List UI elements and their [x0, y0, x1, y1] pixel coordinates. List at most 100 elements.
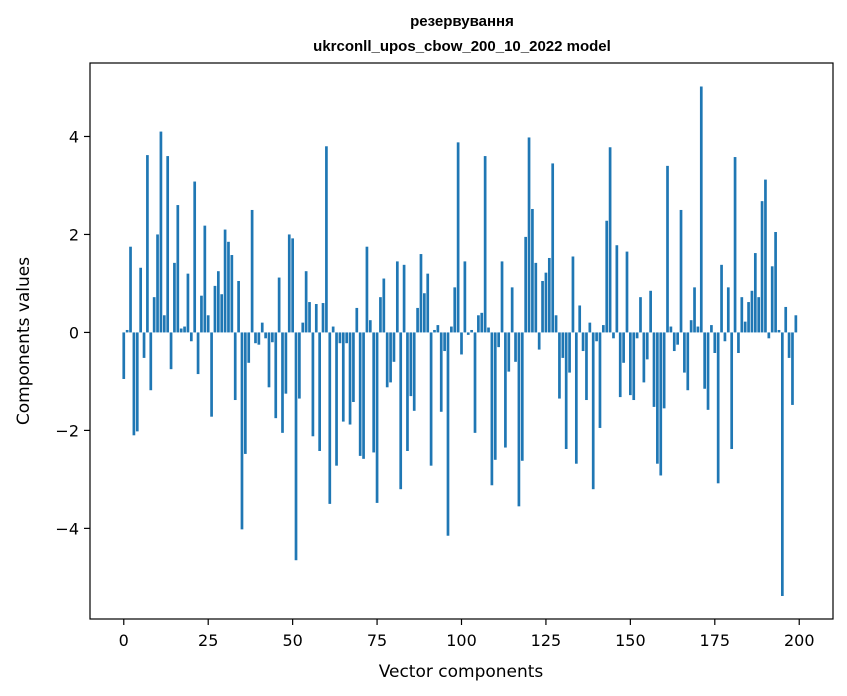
bar-component-176 — [716, 332, 720, 484]
bar-component-60 — [325, 146, 328, 333]
bar-component-58 — [318, 332, 321, 451]
bar-component-51 — [294, 332, 298, 561]
bar-component-140 — [595, 332, 598, 342]
bar-component-153 — [639, 297, 642, 333]
bar-component-19 — [186, 273, 190, 333]
bar-component-43 — [267, 332, 271, 388]
bar-component-160 — [662, 332, 666, 409]
bar-component-157 — [652, 332, 656, 407]
bar-component-104 — [473, 332, 477, 433]
bar-component-79 — [389, 332, 392, 383]
bar-component-165 — [679, 209, 683, 333]
bar-component-120 — [527, 137, 531, 333]
bar-component-196 — [784, 306, 788, 333]
bar-component-23 — [200, 295, 203, 333]
bar-component-36 — [244, 332, 247, 454]
bar-component-112 — [500, 261, 504, 333]
bar-component-158 — [656, 332, 659, 464]
bar-component-117 — [517, 332, 521, 507]
bar-component-141 — [598, 332, 602, 428]
bar-component-195 — [780, 332, 784, 596]
bar-component-24 — [203, 225, 207, 333]
bar-component-151 — [632, 332, 636, 401]
bar-component-152 — [635, 332, 639, 339]
bar-component-31 — [227, 241, 230, 333]
bar-component-80 — [392, 332, 396, 362]
bar-component-22 — [196, 332, 200, 375]
bar-component-50 — [291, 238, 294, 333]
bar-component-143 — [605, 220, 609, 333]
bar-component-61 — [328, 332, 332, 504]
bar-component-179 — [726, 287, 730, 333]
bar-component-98 — [453, 287, 457, 333]
bar-component-174 — [710, 325, 713, 333]
bar-component-66 — [345, 332, 349, 344]
bar-component-5 — [139, 267, 143, 333]
bar-component-129 — [558, 332, 561, 399]
bar-component-149 — [625, 251, 629, 333]
bar-component-101 — [463, 261, 467, 333]
bar-component-186 — [750, 290, 754, 333]
bar-component-148 — [622, 332, 625, 363]
bar-component-124 — [541, 280, 544, 333]
bar-component-189 — [760, 201, 764, 333]
bar-component-8 — [149, 332, 153, 391]
y-axis-label: Components values — [14, 257, 34, 425]
bar-component-93 — [436, 325, 440, 333]
bar-component-37 — [247, 332, 251, 363]
bar-component-29 — [220, 294, 224, 333]
bar-component-6 — [142, 332, 146, 358]
bar-component-146 — [615, 245, 619, 333]
bar-component-144 — [608, 147, 612, 333]
bar-component-55 — [308, 302, 311, 333]
y-axis-ticks: −4 −2 0 2 4 — [55, 127, 90, 538]
bar-component-7 — [146, 155, 149, 333]
x-tick-label: 125 — [531, 631, 562, 650]
bar-component-25 — [206, 315, 210, 333]
bars-group — [122, 86, 798, 596]
x-tick-label: 75 — [367, 631, 387, 650]
bar-component-185 — [747, 302, 750, 333]
bar-component-91 — [429, 332, 433, 466]
bar-component-197 — [787, 332, 791, 358]
bar-component-147 — [618, 332, 622, 398]
bar-component-1 — [125, 329, 129, 333]
bar-component-11 — [159, 131, 163, 333]
bar-component-77 — [382, 278, 386, 333]
bar-component-46 — [277, 277, 281, 333]
bar-component-3 — [132, 332, 136, 436]
bar-component-54 — [304, 271, 308, 333]
x-tick-label: 100 — [446, 631, 477, 650]
bar-component-198 — [791, 332, 794, 405]
bar-component-62 — [331, 326, 335, 333]
bar-component-145 — [612, 332, 615, 339]
x-tick-label: 200 — [784, 631, 815, 650]
bar-component-81 — [395, 261, 399, 333]
bar-component-162 — [669, 326, 673, 333]
bar-component-86 — [412, 332, 416, 411]
bar-component-193 — [774, 232, 777, 333]
y-tick-label: 4 — [69, 127, 79, 146]
bar-component-64 — [338, 332, 342, 344]
bar-component-105 — [477, 315, 480, 333]
bar-component-188 — [757, 297, 761, 333]
bar-component-121 — [531, 208, 534, 333]
x-tick-label: 175 — [700, 631, 731, 650]
bar-component-142 — [601, 325, 605, 333]
bar-component-13 — [166, 156, 170, 333]
bar-component-115 — [510, 287, 514, 333]
bar-component-100 — [460, 332, 463, 355]
bar-component-199 — [794, 315, 798, 333]
x-tick-label: 150 — [615, 631, 646, 650]
bar-component-67 — [348, 332, 352, 425]
bar-component-164 — [676, 332, 679, 345]
bar-component-171 — [699, 86, 703, 333]
chart-title-line2: ukrconll_upos_cbow_200_10_2022 model — [313, 38, 611, 55]
bar-component-78 — [385, 332, 389, 388]
bar-component-18 — [183, 326, 186, 333]
bar-component-194 — [777, 329, 781, 333]
bar-component-35 — [240, 332, 244, 530]
chart-title-line1: резервування — [410, 13, 514, 30]
bar-component-92 — [433, 329, 436, 333]
